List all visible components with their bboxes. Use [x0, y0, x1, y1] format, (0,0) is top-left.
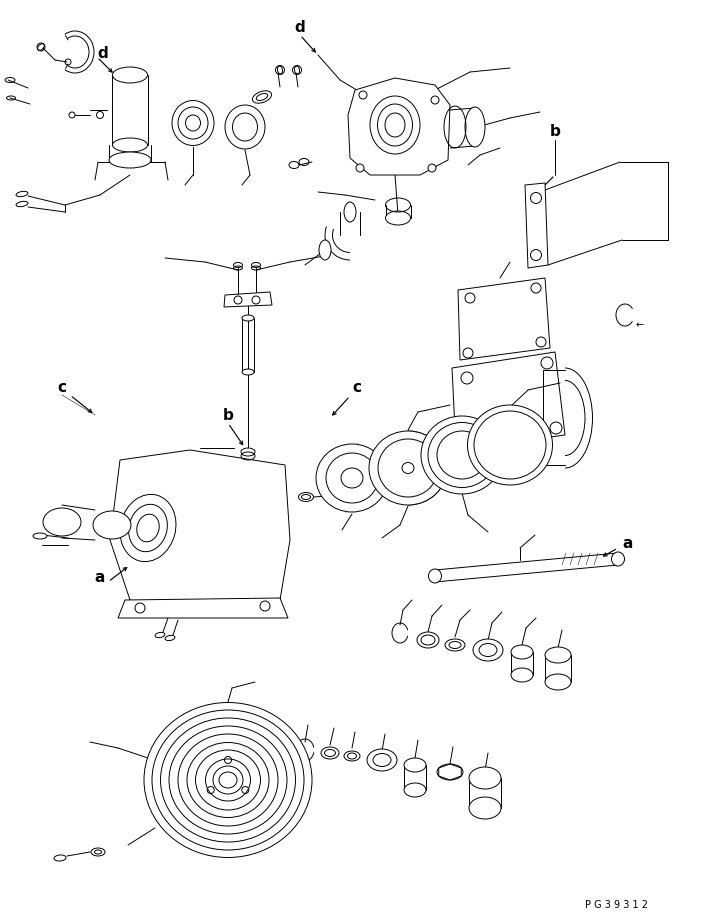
Text: ←: ←	[636, 320, 644, 330]
Ellipse shape	[225, 105, 265, 149]
Ellipse shape	[404, 783, 426, 797]
Ellipse shape	[437, 764, 463, 780]
Ellipse shape	[298, 493, 313, 501]
Ellipse shape	[465, 107, 485, 147]
Ellipse shape	[93, 511, 131, 539]
Ellipse shape	[33, 533, 47, 539]
Text: a: a	[95, 569, 105, 584]
Circle shape	[428, 164, 436, 172]
Ellipse shape	[367, 749, 397, 771]
Ellipse shape	[155, 632, 165, 638]
Text: b: b	[222, 407, 234, 423]
Ellipse shape	[251, 262, 260, 268]
Ellipse shape	[469, 767, 501, 789]
Polygon shape	[348, 78, 450, 175]
Text: a: a	[623, 535, 633, 550]
Ellipse shape	[421, 416, 503, 494]
Text: d: d	[98, 45, 108, 61]
Ellipse shape	[165, 635, 175, 641]
Ellipse shape	[404, 758, 426, 772]
Ellipse shape	[344, 751, 360, 761]
Ellipse shape	[144, 702, 312, 857]
Ellipse shape	[469, 797, 501, 819]
Ellipse shape	[429, 569, 441, 583]
Ellipse shape	[172, 101, 214, 146]
Ellipse shape	[473, 639, 503, 661]
Ellipse shape	[511, 645, 533, 659]
Ellipse shape	[242, 369, 254, 375]
Ellipse shape	[113, 67, 148, 83]
Ellipse shape	[316, 444, 388, 512]
Text: P G 3 9 3 1 2: P G 3 9 3 1 2	[585, 900, 648, 910]
Ellipse shape	[386, 211, 410, 225]
Ellipse shape	[54, 855, 66, 861]
Polygon shape	[118, 598, 288, 618]
Ellipse shape	[321, 747, 339, 759]
Polygon shape	[110, 450, 290, 615]
Ellipse shape	[109, 152, 151, 168]
Ellipse shape	[612, 552, 624, 566]
Ellipse shape	[545, 647, 571, 663]
Ellipse shape	[43, 508, 81, 536]
Polygon shape	[525, 183, 548, 268]
Ellipse shape	[113, 138, 148, 152]
Ellipse shape	[319, 240, 331, 260]
Ellipse shape	[91, 848, 105, 856]
Text: b: b	[550, 125, 560, 139]
Ellipse shape	[545, 674, 571, 690]
Text: c: c	[353, 380, 361, 395]
Ellipse shape	[369, 431, 447, 505]
Ellipse shape	[417, 632, 439, 648]
Circle shape	[359, 91, 367, 99]
Text: d: d	[295, 20, 306, 35]
Ellipse shape	[241, 448, 255, 456]
Ellipse shape	[467, 405, 553, 485]
Circle shape	[431, 96, 439, 104]
Ellipse shape	[445, 639, 465, 651]
Polygon shape	[224, 292, 272, 307]
Circle shape	[356, 164, 364, 172]
Ellipse shape	[234, 262, 242, 268]
Ellipse shape	[242, 315, 254, 321]
Text: c: c	[58, 380, 66, 395]
Ellipse shape	[511, 668, 533, 682]
